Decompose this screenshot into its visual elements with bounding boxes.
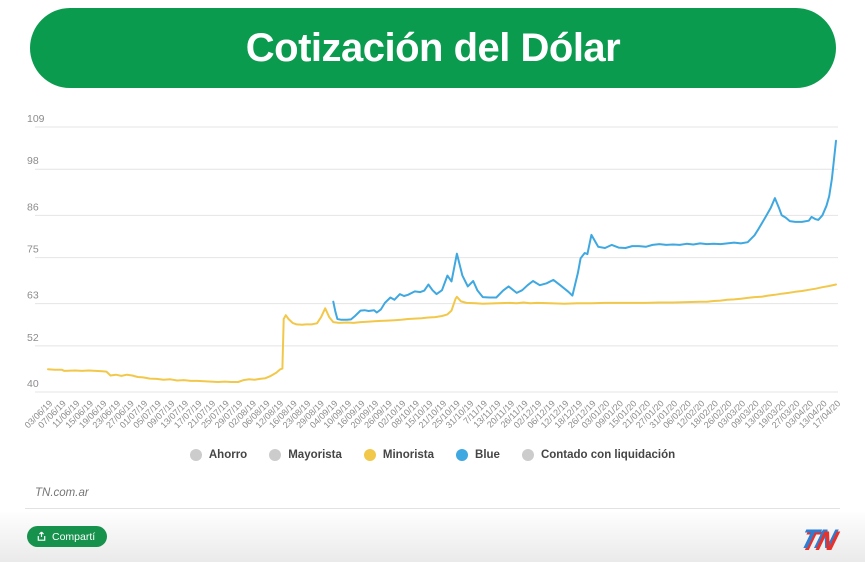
legend-item-blue[interactable]: Blue xyxy=(456,449,500,461)
legend-dot-blue xyxy=(456,449,469,461)
chart-series xyxy=(47,139,837,383)
legend-dot-ahorro xyxy=(189,449,202,461)
legend-dot-mayorista xyxy=(269,449,282,461)
x-axis-labels: 03/06/1907/06/1911/06/1915/06/1919/06/19… xyxy=(23,398,843,430)
share-button-label: Compartí xyxy=(52,530,96,543)
legend-item-contado[interactable]: Contado con liquidación xyxy=(521,449,676,461)
svg-text:109: 109 xyxy=(27,113,45,125)
legend-label: Minorista xyxy=(382,449,435,461)
y-gridlines xyxy=(35,126,838,393)
svg-text:40: 40 xyxy=(27,378,39,390)
footer-divider xyxy=(25,508,840,509)
svg-text:86: 86 xyxy=(27,201,39,213)
svg-text:52: 52 xyxy=(27,332,39,344)
source-credit: TN.com.ar xyxy=(35,487,89,499)
tn-logo: T T N N xyxy=(797,523,841,555)
legend-dot-minorista xyxy=(363,449,376,461)
legend-label: Contado con liquidación xyxy=(540,449,676,461)
legend-label: Ahorro xyxy=(208,449,248,461)
legend-label: Blue xyxy=(475,449,500,461)
y-axis-labels: 40 52 63 75 86 98 109 xyxy=(27,113,45,390)
svg-text:63: 63 xyxy=(27,290,39,302)
footer-background xyxy=(0,512,865,562)
legend-dot-contado xyxy=(521,449,534,461)
share-icon xyxy=(37,531,46,541)
svg-text:75: 75 xyxy=(27,244,39,256)
svg-text:98: 98 xyxy=(27,155,39,167)
page-title: Cotización del Dólar xyxy=(245,25,621,70)
header-banner: Cotización del Dólar xyxy=(30,8,836,88)
chart-legend: Ahorro Mayorista Minorista Blue Contado … xyxy=(0,449,865,461)
legend-label: Mayorista xyxy=(288,449,342,461)
share-button[interactable]: Compartí xyxy=(27,526,108,547)
legend-item-ahorro[interactable]: Ahorro xyxy=(189,449,248,461)
legend-item-mayorista[interactable]: Mayorista xyxy=(269,449,342,461)
legend-item-minorista[interactable]: Minorista xyxy=(363,449,435,461)
